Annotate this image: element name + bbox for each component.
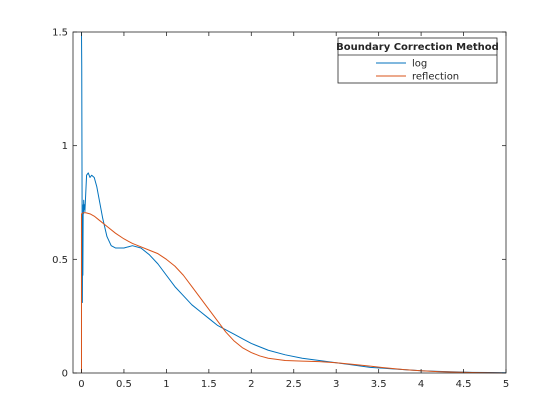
series-layer xyxy=(80,31,507,374)
y-axis: 0 0.5 1 1.5 xyxy=(52,28,506,380)
y-tick-label: 1 xyxy=(62,141,68,152)
legend-title: Boundary Correction Method xyxy=(336,42,499,53)
x-tick-label: 0 xyxy=(78,379,84,390)
y-tick-label: 1.5 xyxy=(52,28,68,39)
legend-label-log: log xyxy=(412,59,427,70)
y-tick-label: 0 xyxy=(62,369,68,380)
x-tick-label: 4.5 xyxy=(456,379,472,390)
x-tick-label: 3.5 xyxy=(371,379,387,390)
y-tick-label: 0.5 xyxy=(52,255,68,266)
x-tick-label: 2 xyxy=(248,379,254,390)
plot-area: 0 0.5 1 1.5 2 2.5 3 3.5 4 4.5 5 0 0.5 1 1.5 xyxy=(52,28,509,391)
x-tick-label: 4 xyxy=(418,379,424,390)
x-tick-label: 1 xyxy=(163,379,169,390)
x-tick-label: 0.5 xyxy=(116,379,132,390)
legend[interactable]: Boundary Correction Method log reflection xyxy=(336,37,499,84)
x-tick-label: 5 xyxy=(503,379,509,390)
axes-box xyxy=(72,31,507,374)
series-line-reflection xyxy=(80,212,507,374)
legend-box xyxy=(337,37,498,84)
x-tick-label: 1.5 xyxy=(201,379,217,390)
legend-entries: log reflection xyxy=(376,59,459,83)
x-axis: 0 0.5 1 1.5 2 2.5 3 3.5 4 4.5 5 xyxy=(78,32,509,390)
x-tick-label: 2.5 xyxy=(286,379,302,390)
x-tick-label: 3 xyxy=(333,379,339,390)
legend-label-reflection: reflection xyxy=(412,72,459,83)
axes-background xyxy=(73,32,506,373)
